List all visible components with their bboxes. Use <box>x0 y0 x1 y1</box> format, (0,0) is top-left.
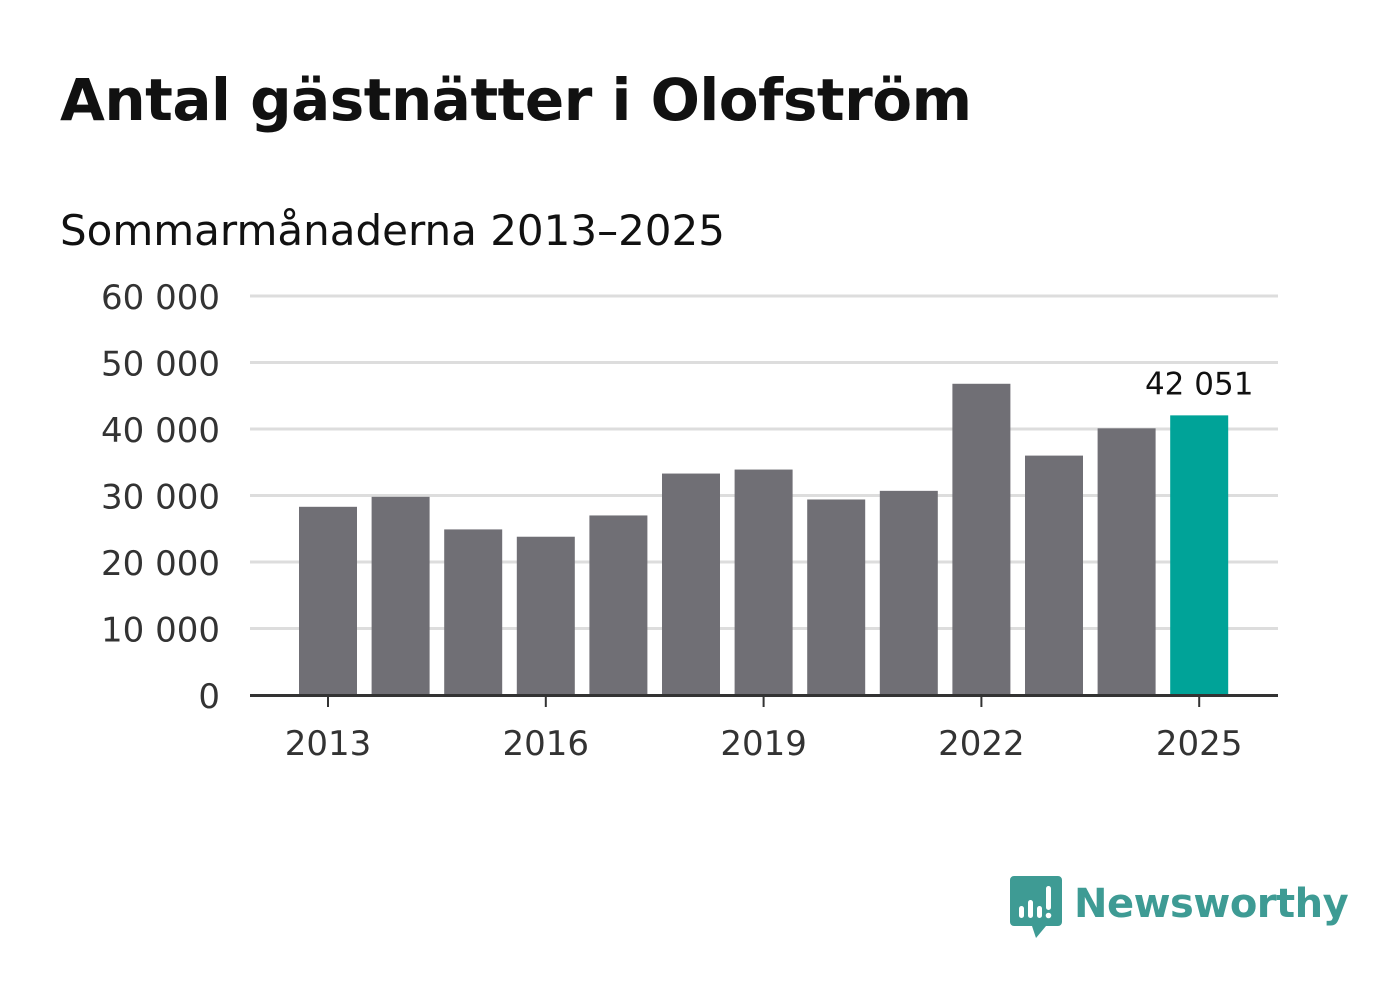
bar-2017 <box>589 515 648 695</box>
data-label: 42 051 <box>1145 366 1253 402</box>
x-tick-label: 2016 <box>503 724 590 764</box>
x-tick-label: 2019 <box>720 724 807 764</box>
y-tick-label: 60 000 <box>101 278 220 318</box>
y-tick-label: 10 000 <box>101 611 220 651</box>
bar-2020 <box>807 499 866 695</box>
bar-2015 <box>444 529 503 695</box>
bar-2022 <box>952 383 1011 695</box>
brand-name: Newsworthy <box>1074 881 1349 927</box>
data-labels: 42 051 <box>1145 366 1253 402</box>
bar-2024 <box>1097 428 1156 695</box>
bar-2025 <box>1170 415 1229 695</box>
newsworthy-logo: Newsworthy <box>1010 876 1349 940</box>
y-axis-ticks: 0 10 000 20 000 30 000 40 000 50 000 60 000 <box>101 278 220 717</box>
chart-title: Antal gästnätter i Olofström <box>60 66 972 134</box>
bar-2014 <box>371 496 430 695</box>
bar-2023 <box>1025 455 1083 695</box>
y-tick-label: 30 000 <box>101 478 220 518</box>
bar-2019 <box>734 469 793 695</box>
x-tick-label: 2025 <box>1156 724 1243 764</box>
y-tick-label: 50 000 <box>101 345 220 385</box>
y-tick-label: 20 000 <box>101 544 220 584</box>
y-tick-label: 40 000 <box>101 411 220 451</box>
bar-2018 <box>662 473 720 695</box>
x-tick-label: 2013 <box>285 724 372 764</box>
newsworthy-logo-icon <box>1010 876 1062 938</box>
bar-2016 <box>516 536 575 695</box>
x-tick-label: 2022 <box>938 724 1025 764</box>
x-axis-ticks: 2013 2016 2019 2022 2025 <box>285 695 1243 764</box>
bar-2013 <box>299 506 357 695</box>
bar-2021 <box>879 490 938 695</box>
chart-subtitle: Sommarmånaderna 2013–2025 <box>60 206 725 255</box>
y-tick-label: 0 <box>198 677 220 717</box>
bars <box>299 383 1229 695</box>
